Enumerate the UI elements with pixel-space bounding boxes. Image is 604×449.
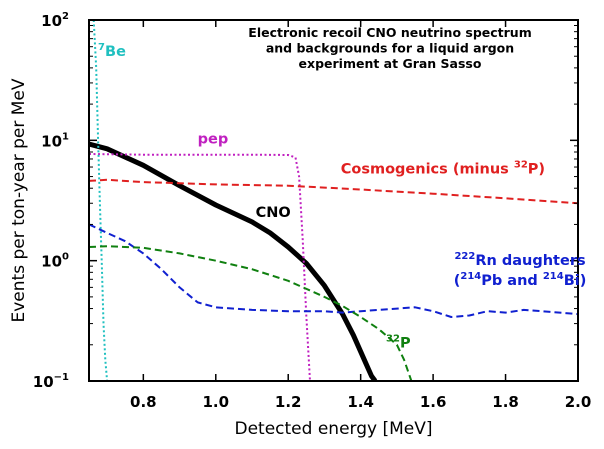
series-label-222rn-daughters-214pb-and-214bi--line2-part: 214	[543, 271, 564, 282]
y-tick-exp: 1	[62, 131, 69, 142]
x-tick-label: 1.4	[347, 393, 374, 411]
x-tick-label: 0.8	[130, 393, 157, 411]
series-label-32p-part: P	[400, 335, 411, 351]
y-tick-exp: −1	[54, 372, 69, 383]
series-label-cosmogenics-minus-32p--part: P)	[528, 162, 545, 178]
y-tick-base: 10	[41, 132, 62, 150]
title-line: and backgrounds for a liquid argon	[266, 41, 514, 56]
series-line-cno	[89, 141, 378, 381]
series-line-7be	[92, 20, 109, 381]
series-label-32p: 32P	[386, 333, 411, 351]
series-label-7be-part: Be	[105, 44, 126, 60]
series-label-7be: 7Be	[98, 42, 126, 60]
plot-frame	[88, 19, 579, 382]
y-tick-label: 100	[41, 252, 69, 271]
x-tick-label: 2.0	[565, 393, 592, 411]
series-label-cno: CNO	[256, 205, 291, 221]
y-tick-base: 10	[41, 253, 62, 271]
series-line-32p	[89, 245, 413, 381]
series-line-222rn-daughters-214pb-and-214bi-	[89, 223, 578, 318]
series-label-222rn-daughters-214pb-and-214bi--line2-part: Pb and	[481, 273, 543, 289]
x-tick-label: 1.6	[420, 393, 447, 411]
x-tick-label: 1.0	[202, 393, 229, 411]
y-tick-label: 101	[41, 131, 69, 150]
series-label-cosmogenics-minus-32p--part: 32	[514, 160, 528, 171]
series-label-32p-part: 32	[386, 333, 400, 344]
y-tick-exp: 2	[62, 11, 69, 22]
series-line-cosmogenics-minus-32p-	[89, 178, 578, 205]
series-label-222rn-daughters-214pb-and-214bi--line2-part: (	[454, 273, 461, 289]
series-label-pep-part: pep	[198, 132, 229, 148]
title-line: experiment at Gran Sasso	[299, 56, 482, 71]
series-label-cosmogenics-minus-32p-: Cosmogenics (minus 32P)	[341, 160, 545, 178]
series-label-222rn-daughters-214pb-and-214bi--line2: (214Pb and 214Bi)	[454, 271, 587, 289]
series-label-222rn-daughters-214pb-and-214bi--part: Rn daughters	[475, 253, 585, 269]
series-label-cno-part: CNO	[256, 205, 291, 221]
y-axis-label: Events per ton-year per MeV	[9, 78, 29, 322]
x-tick-label: 1.2	[275, 393, 302, 411]
series-label-222rn-daughters-214pb-and-214bi-: 222Rn daughters	[454, 251, 585, 269]
series-label-222rn-daughters-214pb-and-214bi--part: 222	[454, 251, 475, 262]
y-tick-label: 10−1	[33, 372, 69, 391]
title-line: Electronic recoil CNO neutrino spectrum	[248, 25, 531, 40]
series-line-pep	[89, 153, 311, 381]
series-label-7be-part: 7	[98, 42, 105, 53]
x-axis-label: Detected energy [MeV]	[235, 419, 433, 439]
series-label-pep: pep	[198, 132, 229, 148]
series-label-222rn-daughters-214pb-and-214bi--line2-part: Bi)	[564, 273, 587, 289]
y-tick-exp: 0	[62, 252, 69, 263]
y-tick-label: 102	[41, 11, 69, 30]
y-tick-base: 10	[41, 12, 62, 30]
series-label-222rn-daughters-214pb-and-214bi--line2-part: 214	[460, 271, 481, 282]
y-tick-base: 10	[33, 373, 54, 391]
x-tick-label: 1.8	[492, 393, 519, 411]
series-label-cosmogenics-minus-32p--part: Cosmogenics (minus	[341, 162, 514, 178]
chart-title: Electronic recoil CNO neutrino spectruma…	[248, 25, 531, 71]
